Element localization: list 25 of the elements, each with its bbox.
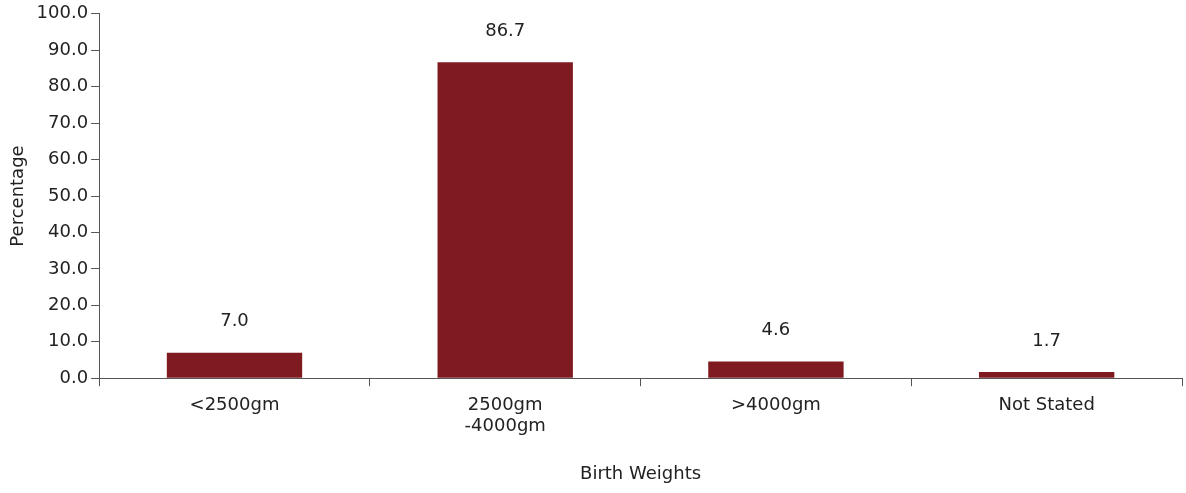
x-tick-label: 2500gm -4000gm <box>464 392 546 436</box>
bar <box>708 361 844 378</box>
y-tick-label: 20.0 <box>48 292 89 314</box>
y-tick-label: 30.0 <box>48 256 89 278</box>
y-tick-label: 0.0 <box>59 365 89 387</box>
y-tick-label: 80.0 <box>48 74 89 96</box>
data-label: 1.7 <box>1032 328 1061 350</box>
data-label: 4.6 <box>761 318 791 340</box>
y-tick-label: 40.0 <box>48 220 89 242</box>
bar <box>166 352 303 378</box>
data-label: 7.0 <box>220 309 249 331</box>
y-tick-label: 50.0 <box>48 183 89 205</box>
bar <box>437 62 573 378</box>
y-tick-label: 100.0 <box>36 1 89 23</box>
x-tick-label: <2500gm <box>189 392 280 414</box>
x-tick-label: >4000gm <box>730 392 821 414</box>
data-label: 86.7 <box>485 18 526 40</box>
y-tick-label: 60.0 <box>48 147 89 169</box>
y-tick-label: 90.0 <box>48 37 89 59</box>
y-tick-label: 70.0 <box>48 110 89 132</box>
x-tick-label: Not Stated <box>998 392 1095 414</box>
y-axis-title: Percentage <box>6 145 28 247</box>
bar <box>978 372 1115 378</box>
x-axis-title: Birth Weights <box>580 461 702 483</box>
y-tick-label: 10.0 <box>48 329 89 351</box>
